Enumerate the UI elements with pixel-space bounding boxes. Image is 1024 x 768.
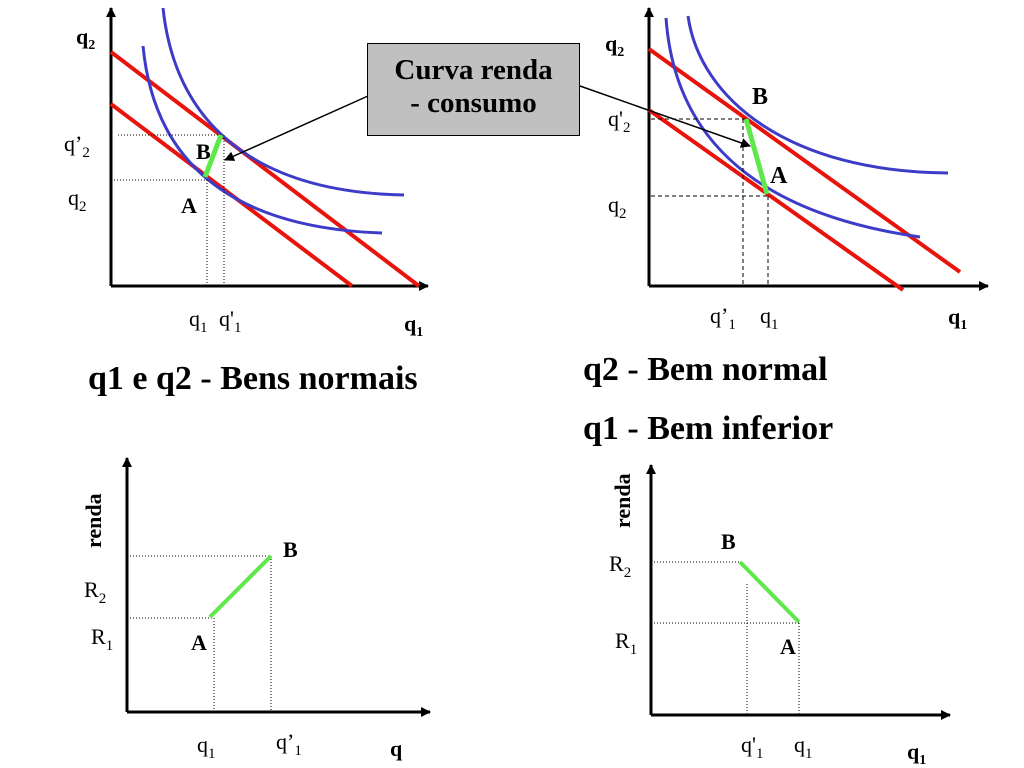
heading-normal-good: q2 - Bem normal [583,351,828,388]
point-a-label: A [770,163,788,189]
indifference-curve-high [161,7,405,197]
y-axis-label: q2 [605,31,624,60]
engel-curve [208,554,273,619]
point-b-label: B [721,529,736,554]
y-tick-r1: R1 [615,628,637,658]
panel-top-right: q2 q'2 q2 B A q’1 q1 q1 [605,7,989,333]
x-axis-label: q1 [907,739,926,768]
income-consumption-path [202,134,224,178]
panel-bottom-right: renda R2 R1 B A q'1 q1 q1 [609,464,951,768]
x-tick-q1-prime: q’1 [276,729,302,759]
callout-arrow-left [224,95,369,161]
budget-line-high [109,50,421,288]
y-tick-q2-prime: q'2 [608,106,630,136]
callout-line-2: - consumo [410,87,537,119]
x-axis-label: q1 [404,311,423,340]
y-tick-r2: R2 [84,577,106,607]
budget-line-high [647,47,962,274]
x-tick-q1-prime: q’1 [710,303,736,333]
panel-top-left: q2 q’2 q2 A B q1 q'1 q1 [64,7,429,340]
x-tick-q1: q1 [760,303,779,333]
y-tick-q2: q2 [608,192,627,222]
y-axis-label: renda [81,493,106,548]
income-consumption-path [743,118,770,195]
point-b-label: B [196,139,211,164]
indifference-curve-low [664,17,921,239]
x-tick-q1: q1 [794,732,813,762]
x-tick-q1-prime: q'1 [741,732,763,762]
y-tick-q2-prime: q’2 [64,131,90,161]
y-tick-r1: R1 [91,624,113,654]
callout-arrow-right [579,85,751,148]
x-axis-label: q1 [948,304,967,333]
x-tick-q1-prime: q'1 [219,306,241,336]
budget-line-low [647,108,905,292]
callout-box: Curva renda - consumo [367,43,580,136]
y-tick-r2: R2 [609,551,631,581]
x-tick-q1: q1 [189,306,208,336]
indifference-curve-low [141,45,383,235]
callout-line-1: Curva renda [394,54,553,86]
point-b-label: B [283,537,298,562]
point-a-label: A [780,634,796,659]
point-b-label: B [752,84,768,110]
point-a-label: A [191,630,207,655]
heading-normal-goods: q1 e q2 - Bens normais [88,360,418,397]
y-tick-q2: q2 [68,185,87,215]
panel-bottom-left: renda R2 R1 B A q1 q’1 q [81,457,431,762]
x-tick-q1: q1 [197,732,216,762]
point-a-label: A [181,193,197,218]
x-axis-label: q [390,736,403,761]
engel-curve [738,560,801,624]
indifference-curve-high [686,15,949,175]
heading-inferior-good: q1 - Bem inferior [583,410,834,447]
y-axis-label: q2 [76,24,95,53]
y-axis-label: renda [610,473,635,528]
